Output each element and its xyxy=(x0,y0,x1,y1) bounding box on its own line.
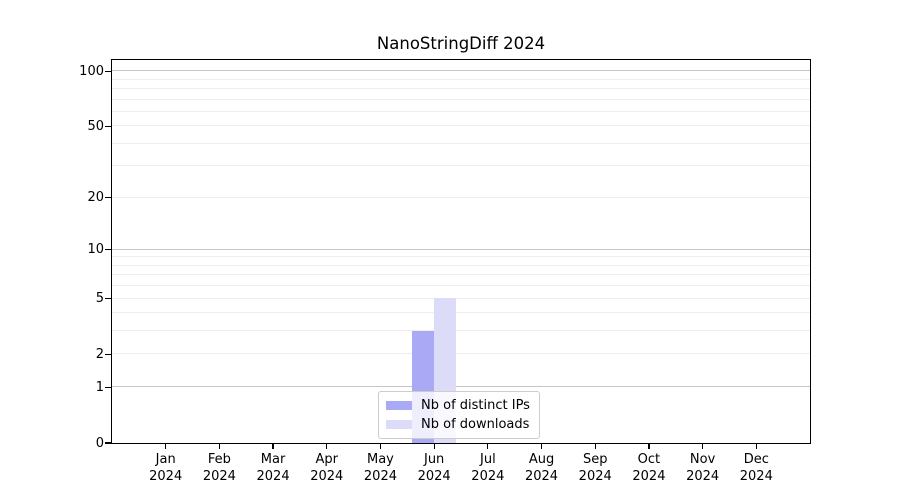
y-tick-label-20: 20 xyxy=(87,190,104,206)
gridline-major-10 xyxy=(111,248,810,250)
y-tick-20 xyxy=(105,197,111,199)
x-tick-label-dec: Dec 2024 xyxy=(716,451,796,485)
x-tick-may xyxy=(379,444,382,449)
x-tick-jul xyxy=(487,444,489,449)
legend-item-distinct-ips: Nb of distinct IPs xyxy=(386,396,530,415)
x-tick-year-mar: 2024 xyxy=(256,469,290,484)
x-tick-label-aug: Aug 2024 xyxy=(502,451,582,485)
legend-label-downloads: Nb of downloads xyxy=(421,417,530,432)
x-tick-year-oct: 2024 xyxy=(632,469,666,484)
gridline-minor-8 xyxy=(111,264,810,266)
x-tick-year-jan: 2024 xyxy=(149,469,183,484)
x-tick-apr xyxy=(326,444,328,449)
y-tick-label-2: 2 xyxy=(95,346,104,362)
x-tick-label-jun: Jun 2024 xyxy=(394,451,474,485)
legend-item-downloads: Nb of downloads xyxy=(386,415,530,434)
x-tick-sep xyxy=(594,444,596,449)
x-tick-year-may: 2024 xyxy=(363,469,397,484)
x-tick-label-jul: Jul 2024 xyxy=(448,451,528,485)
gridline-minor-5 xyxy=(111,297,810,299)
x-tick-mar xyxy=(272,444,274,449)
x-tick-label-jan: Jan 2024 xyxy=(126,451,206,485)
gridline-minor-20 xyxy=(111,196,810,198)
gridline-minor-9 xyxy=(111,256,810,258)
x-tick-nov xyxy=(701,444,704,449)
gridline-minor-4 xyxy=(111,312,810,314)
x-tick-year-aug: 2024 xyxy=(524,469,559,484)
x-tick-year-jun: 2024 xyxy=(417,469,451,484)
x-tick-jun xyxy=(433,444,435,449)
x-tick-year-dec: 2024 xyxy=(739,469,773,484)
gridline-minor-30 xyxy=(111,165,810,167)
x-tick-year-nov: 2024 xyxy=(686,469,720,484)
x-tick-label-feb: Feb 2024 xyxy=(179,451,259,485)
y-tick-label-100: 100 xyxy=(79,63,104,79)
x-tick-year-sep: 2024 xyxy=(578,469,612,484)
gridline-minor-80 xyxy=(111,87,810,89)
x-tick-label-mar: Mar 2024 xyxy=(233,451,313,485)
x-tick-label-nov: Nov 2024 xyxy=(663,451,743,485)
y-tick-label-1: 1 xyxy=(95,379,104,395)
y-tick-label-50: 50 xyxy=(87,118,104,134)
gridline-minor-50 xyxy=(111,125,810,127)
legend-swatch-downloads xyxy=(386,420,412,429)
plot-area xyxy=(110,58,811,444)
legend-swatch-distinct-ips xyxy=(386,401,412,410)
chart-title: NanoStringDiff 2024 xyxy=(376,34,546,53)
y-tick-10 xyxy=(105,249,111,251)
x-tick-dec xyxy=(755,444,757,449)
legend: Nb of distinct IPs Nb of downloads xyxy=(378,391,540,439)
x-tick-oct xyxy=(648,444,650,449)
x-tick-label-may: May 2024 xyxy=(340,451,420,485)
x-tick-jan xyxy=(165,444,167,449)
x-tick-aug xyxy=(540,444,543,449)
x-tick-year-feb: 2024 xyxy=(202,469,236,484)
gridline-minor-6 xyxy=(111,285,810,287)
legend-label-distinct-ips: Nb of distinct IPs xyxy=(421,398,530,413)
x-tick-label-sep: Sep 2024 xyxy=(555,451,635,485)
gridline-major-1 xyxy=(111,386,810,388)
gridline-minor-40 xyxy=(111,142,810,144)
x-tick-label-apr: Apr 2024 xyxy=(287,451,367,485)
x-tick-feb xyxy=(218,444,221,449)
y-tick-0 xyxy=(105,442,111,444)
gridline-minor-3 xyxy=(111,330,810,332)
y-tick-label-10: 10 xyxy=(87,242,104,258)
y-tick-5 xyxy=(105,297,111,300)
y-tick-2 xyxy=(105,353,111,356)
y-tick-label-0: 0 xyxy=(95,435,104,451)
gridline-major-100 xyxy=(111,70,810,72)
gridline-minor-70 xyxy=(111,98,810,100)
y-tick-50 xyxy=(105,125,111,127)
y-tick-1 xyxy=(105,386,111,388)
gridline-minor-7 xyxy=(111,274,810,276)
x-tick-year-apr: 2024 xyxy=(310,469,344,484)
x-tick-year-jul: 2024 xyxy=(471,469,505,484)
gridline-minor-90 xyxy=(111,78,810,80)
x-tick-label-oct: Oct 2024 xyxy=(609,451,689,485)
gridline-minor-60 xyxy=(111,110,810,112)
gridline-minor-2 xyxy=(111,353,810,355)
y-tick-label-5: 5 xyxy=(95,291,104,307)
y-tick-100 xyxy=(105,70,111,72)
